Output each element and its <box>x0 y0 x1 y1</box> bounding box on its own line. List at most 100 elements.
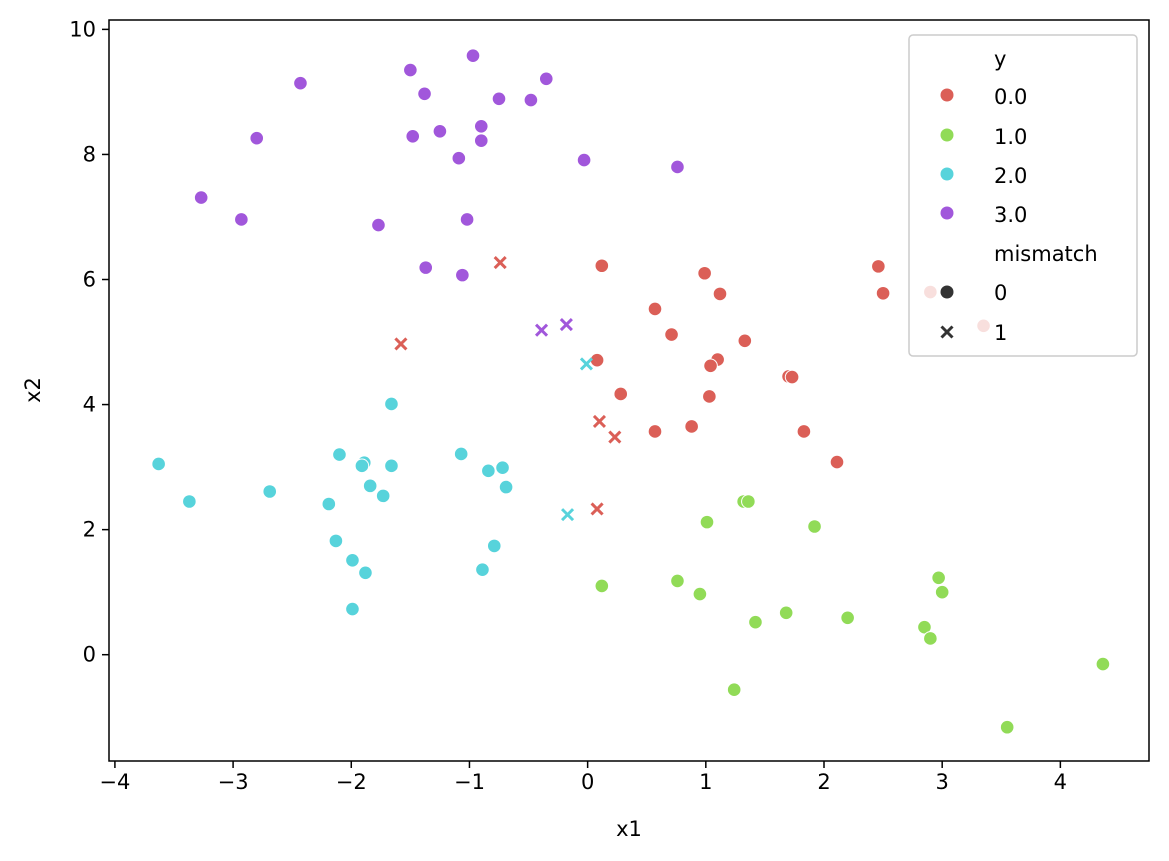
data-point-circle <box>712 286 728 302</box>
legend-marker-mismatch-1 <box>940 325 954 339</box>
data-point-circle <box>354 458 370 474</box>
data-point-circle <box>453 446 469 462</box>
data-point-circle <box>495 460 510 476</box>
data-point-circle <box>465 48 481 63</box>
x-tick-label: 2 <box>817 770 830 794</box>
y-tick-label: 10 <box>69 17 96 41</box>
data-point-circle <box>726 682 742 698</box>
data-point-circle <box>796 424 812 439</box>
data-point-circle <box>699 514 715 530</box>
data-point-circle <box>262 484 278 499</box>
data-point-x <box>559 317 573 332</box>
data-point-circle <box>451 150 467 166</box>
data-point-circle <box>417 86 432 102</box>
data-point-x <box>590 502 604 516</box>
x-tick-label: −1 <box>454 770 485 794</box>
data-point-circle <box>613 386 629 402</box>
data-point-circle <box>748 614 763 630</box>
data-point-circle <box>807 519 822 534</box>
data-point-circle <box>703 358 718 374</box>
data-point-circle <box>182 494 197 509</box>
data-point-circle <box>523 92 539 108</box>
plot-frame <box>108 19 1150 762</box>
data-point-circle <box>345 601 360 617</box>
data-point-circle <box>384 458 399 474</box>
data-point-circle <box>670 573 685 589</box>
data-point-circle <box>917 619 932 635</box>
data-point-circle <box>931 570 946 586</box>
y-tick-label: 4 <box>83 393 96 417</box>
data-point-x <box>394 337 408 351</box>
legend-marker-mismatch-0 <box>940 285 954 299</box>
legend-label-y0: 0.0 <box>994 85 1027 109</box>
x-tick-label: 3 <box>935 770 948 794</box>
data-point-circle <box>328 533 344 549</box>
data-point-circle <box>702 389 717 404</box>
legend: y 0.0 1.0 2.0 3.0 mismatch 0 1 <box>908 34 1138 357</box>
legend-box <box>908 34 1138 357</box>
data-point-circle <box>664 327 679 342</box>
data-point-circle <box>473 133 489 148</box>
data-point-circle <box>778 605 794 621</box>
data-point-circle <box>193 190 209 205</box>
y-tick-label: 6 <box>83 268 96 292</box>
data-point-circle <box>375 488 391 504</box>
points-layer <box>151 48 1111 735</box>
data-point-circle <box>481 463 496 479</box>
data-point-circle <box>875 285 891 301</box>
data-point-circle <box>473 119 489 134</box>
data-point-circle <box>999 719 1015 735</box>
data-point-circle <box>684 419 699 434</box>
data-point-circle <box>475 562 490 577</box>
data-point-circle <box>432 124 448 139</box>
data-point-circle <box>358 565 373 581</box>
data-point-circle <box>371 217 386 233</box>
legend-marker-y2 <box>940 167 954 181</box>
y-tick-label: 0 <box>83 643 96 667</box>
data-point-circle <box>362 478 378 494</box>
data-point-circle <box>741 494 756 509</box>
y-tick-label: 2 <box>83 518 96 542</box>
data-point-circle <box>840 610 855 626</box>
data-point-circle <box>234 212 249 227</box>
data-point-circle <box>737 333 753 349</box>
data-point-circle <box>538 71 554 87</box>
data-point-circle <box>321 496 337 512</box>
y-tick-label: 8 <box>83 142 96 166</box>
data-point-circle <box>249 130 265 146</box>
data-point-x <box>608 430 622 444</box>
data-point-circle <box>384 396 399 412</box>
data-point-circle <box>293 75 308 91</box>
data-point-circle <box>345 552 360 568</box>
legend-label-mismatch-1: 1 <box>994 321 1007 345</box>
data-point-circle <box>576 152 592 168</box>
data-point-x <box>493 256 507 270</box>
data-point-x <box>534 323 549 337</box>
data-point-x <box>592 414 607 429</box>
data-point-circle <box>1095 656 1111 672</box>
data-point-circle <box>459 212 475 227</box>
legend-hue-title: y <box>994 47 1006 71</box>
x-axis-label: x1 <box>616 817 642 841</box>
x-tick-label: −3 <box>218 770 249 794</box>
data-point-circle <box>403 62 418 78</box>
y-axis-label: x2 <box>21 377 45 403</box>
data-point-circle <box>934 584 950 600</box>
legend-label-y1: 1.0 <box>994 125 1027 149</box>
data-point-circle <box>871 259 886 274</box>
data-point-circle <box>647 424 663 439</box>
x-tick-label: 4 <box>1054 770 1067 794</box>
data-point-circle <box>647 301 663 317</box>
data-point-circle <box>594 578 610 594</box>
data-point-circle <box>670 159 685 175</box>
x-tick-label: −2 <box>336 770 367 794</box>
data-point-circle <box>405 129 421 144</box>
x-tick-label: 0 <box>581 770 594 794</box>
x-tick-label: −4 <box>99 770 130 794</box>
data-point-circle <box>923 631 938 646</box>
legend-label-y2: 2.0 <box>994 164 1027 188</box>
data-point-circle <box>486 538 502 554</box>
data-point-circle <box>784 369 800 385</box>
data-point-circle <box>418 260 434 275</box>
